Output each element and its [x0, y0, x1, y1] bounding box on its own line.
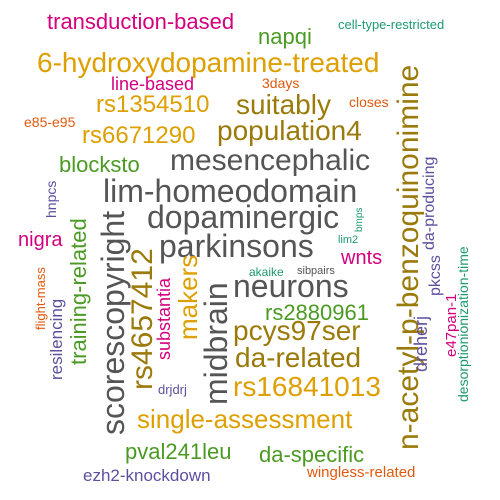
word-drjdrj: drjdrj — [158, 382, 187, 397]
word-midbrain: midbrain — [198, 282, 234, 405]
word-parkinsons: parkinsons — [159, 228, 314, 264]
word-lim2: lim2 — [338, 234, 359, 246]
word-rs1354510: rs1354510 — [96, 91, 210, 118]
word-bmps: bmps — [354, 207, 365, 232]
word-da-producing: da-producing — [421, 156, 438, 250]
word-rs2880961: rs2880961 — [265, 300, 369, 325]
word-pval241leu: pval241leu — [125, 439, 232, 464]
word-napqi: napqi — [258, 24, 312, 49]
word-closes: closes — [349, 94, 389, 110]
word-flight-mass: flight-mass — [33, 267, 48, 330]
word-line-based: line-based — [111, 74, 195, 94]
word-dreherj: dreherj — [411, 315, 431, 372]
word-n-acetyl-p-benzoquinonimine: n-acetyl-p-benzoquinonimine — [392, 64, 425, 450]
word-dopaminergic: dopaminergic — [147, 199, 340, 235]
word-pkcss: pkcss — [427, 255, 444, 296]
word-single-assessment: single-assessment — [137, 404, 353, 434]
word-population4: population4 — [217, 115, 362, 146]
word-e47pan-1: e47pan-1 — [443, 293, 460, 357]
word-blocksto: blocksto — [59, 152, 140, 177]
word-substantia: substantia — [154, 277, 174, 360]
word-da-related: da-related — [235, 342, 362, 373]
word-da-specific: da-specific — [259, 442, 365, 467]
word-wnts: wnts — [341, 247, 383, 269]
word-rs16841013: rs16841013 — [233, 371, 381, 402]
word-neurons: neurons — [233, 268, 349, 304]
word-cell-type-restricted: cell-type-restricted — [338, 17, 445, 32]
word-nigra: nigra — [18, 229, 63, 251]
word-training-related: training-related — [66, 218, 91, 365]
word-lim-homeodomain: lim-homeodomain — [103, 173, 358, 209]
word-akaike: akaike — [249, 265, 284, 279]
word-rs6671290: rs6671290 — [82, 122, 196, 149]
word-hnpcs: hnpcs — [43, 180, 59, 218]
word-scorescopyright: scorescopyright — [95, 210, 131, 435]
word-6-hydroxydopamine-treated: 6-hydroxydopamine-treated — [37, 47, 380, 78]
word-resilencing: resilencing — [47, 298, 66, 380]
word-suitably: suitably — [236, 89, 331, 120]
word-wingless-related: wingless-related — [307, 464, 416, 481]
word-ezh2-knockdown: ezh2-knockdown — [83, 466, 211, 485]
word-e85-e95: e85-e95 — [24, 114, 76, 130]
word-transduction-based: transduction-based — [47, 9, 235, 34]
word-3days: 3days — [262, 75, 300, 91]
word-pcys97ser: pcys97ser — [233, 315, 361, 346]
word-mesencephalic: mesencephalic — [170, 144, 371, 177]
word-sibpairs: sibpairs — [297, 265, 335, 277]
